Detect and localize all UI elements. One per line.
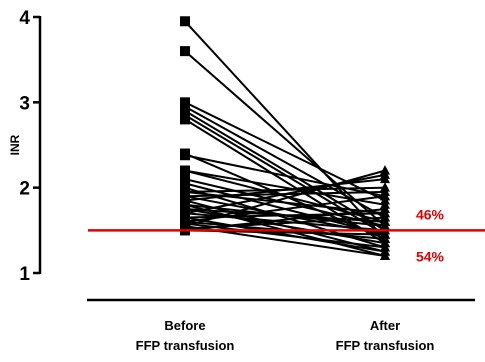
x-category-label-1-line-1: Before (164, 318, 205, 333)
after-marker-34 (380, 212, 390, 222)
after-marker-31 (380, 241, 390, 252)
y-axis-label: INR (8, 134, 22, 155)
y-tick-label-2: 2 (19, 179, 30, 200)
before-marker-2 (180, 46, 190, 57)
y-tick-label-4: 4 (19, 8, 30, 29)
percent-annotation-1: 46% (416, 206, 445, 222)
pair-lines (184, 20, 386, 257)
before-marker-1 (180, 16, 190, 27)
percent-annotation-2: 54% (416, 248, 445, 264)
y-tick-label-3: 3 (19, 93, 30, 114)
x-category-label-1-line-2: FFP transfusion (136, 338, 235, 353)
after-marker-32 (380, 165, 390, 175)
pair-line-25 (184, 173, 386, 215)
pair-line-11 (184, 169, 386, 206)
after-marker-35 (380, 229, 390, 239)
x-category-label-2-line-2: FFP transfusion (336, 338, 435, 353)
axes (33, 15, 485, 302)
pair-line-1 (184, 20, 386, 240)
y-tick-label-1: 1 (19, 264, 30, 285)
pair-markers (180, 16, 390, 260)
after-marker-30 (380, 190, 390, 201)
pair-line-24 (184, 208, 386, 245)
before-marker-11 (180, 165, 190, 176)
pair-line-32 (184, 169, 386, 228)
before-marker-7 (180, 114, 190, 125)
chart-text: 1 2 3 4 INR Before FFP transfusion After FFP tra… (8, 8, 445, 353)
after-marker-33 (380, 250, 390, 260)
before-marker-9 (180, 150, 190, 161)
pair-line-20 (184, 178, 386, 202)
pair-line-3 (184, 101, 386, 202)
pair-line-2 (184, 50, 386, 227)
after-marker-36 (380, 203, 390, 213)
x-category-label-2-line-1: After (370, 318, 400, 333)
pair-line-36 (184, 208, 386, 232)
